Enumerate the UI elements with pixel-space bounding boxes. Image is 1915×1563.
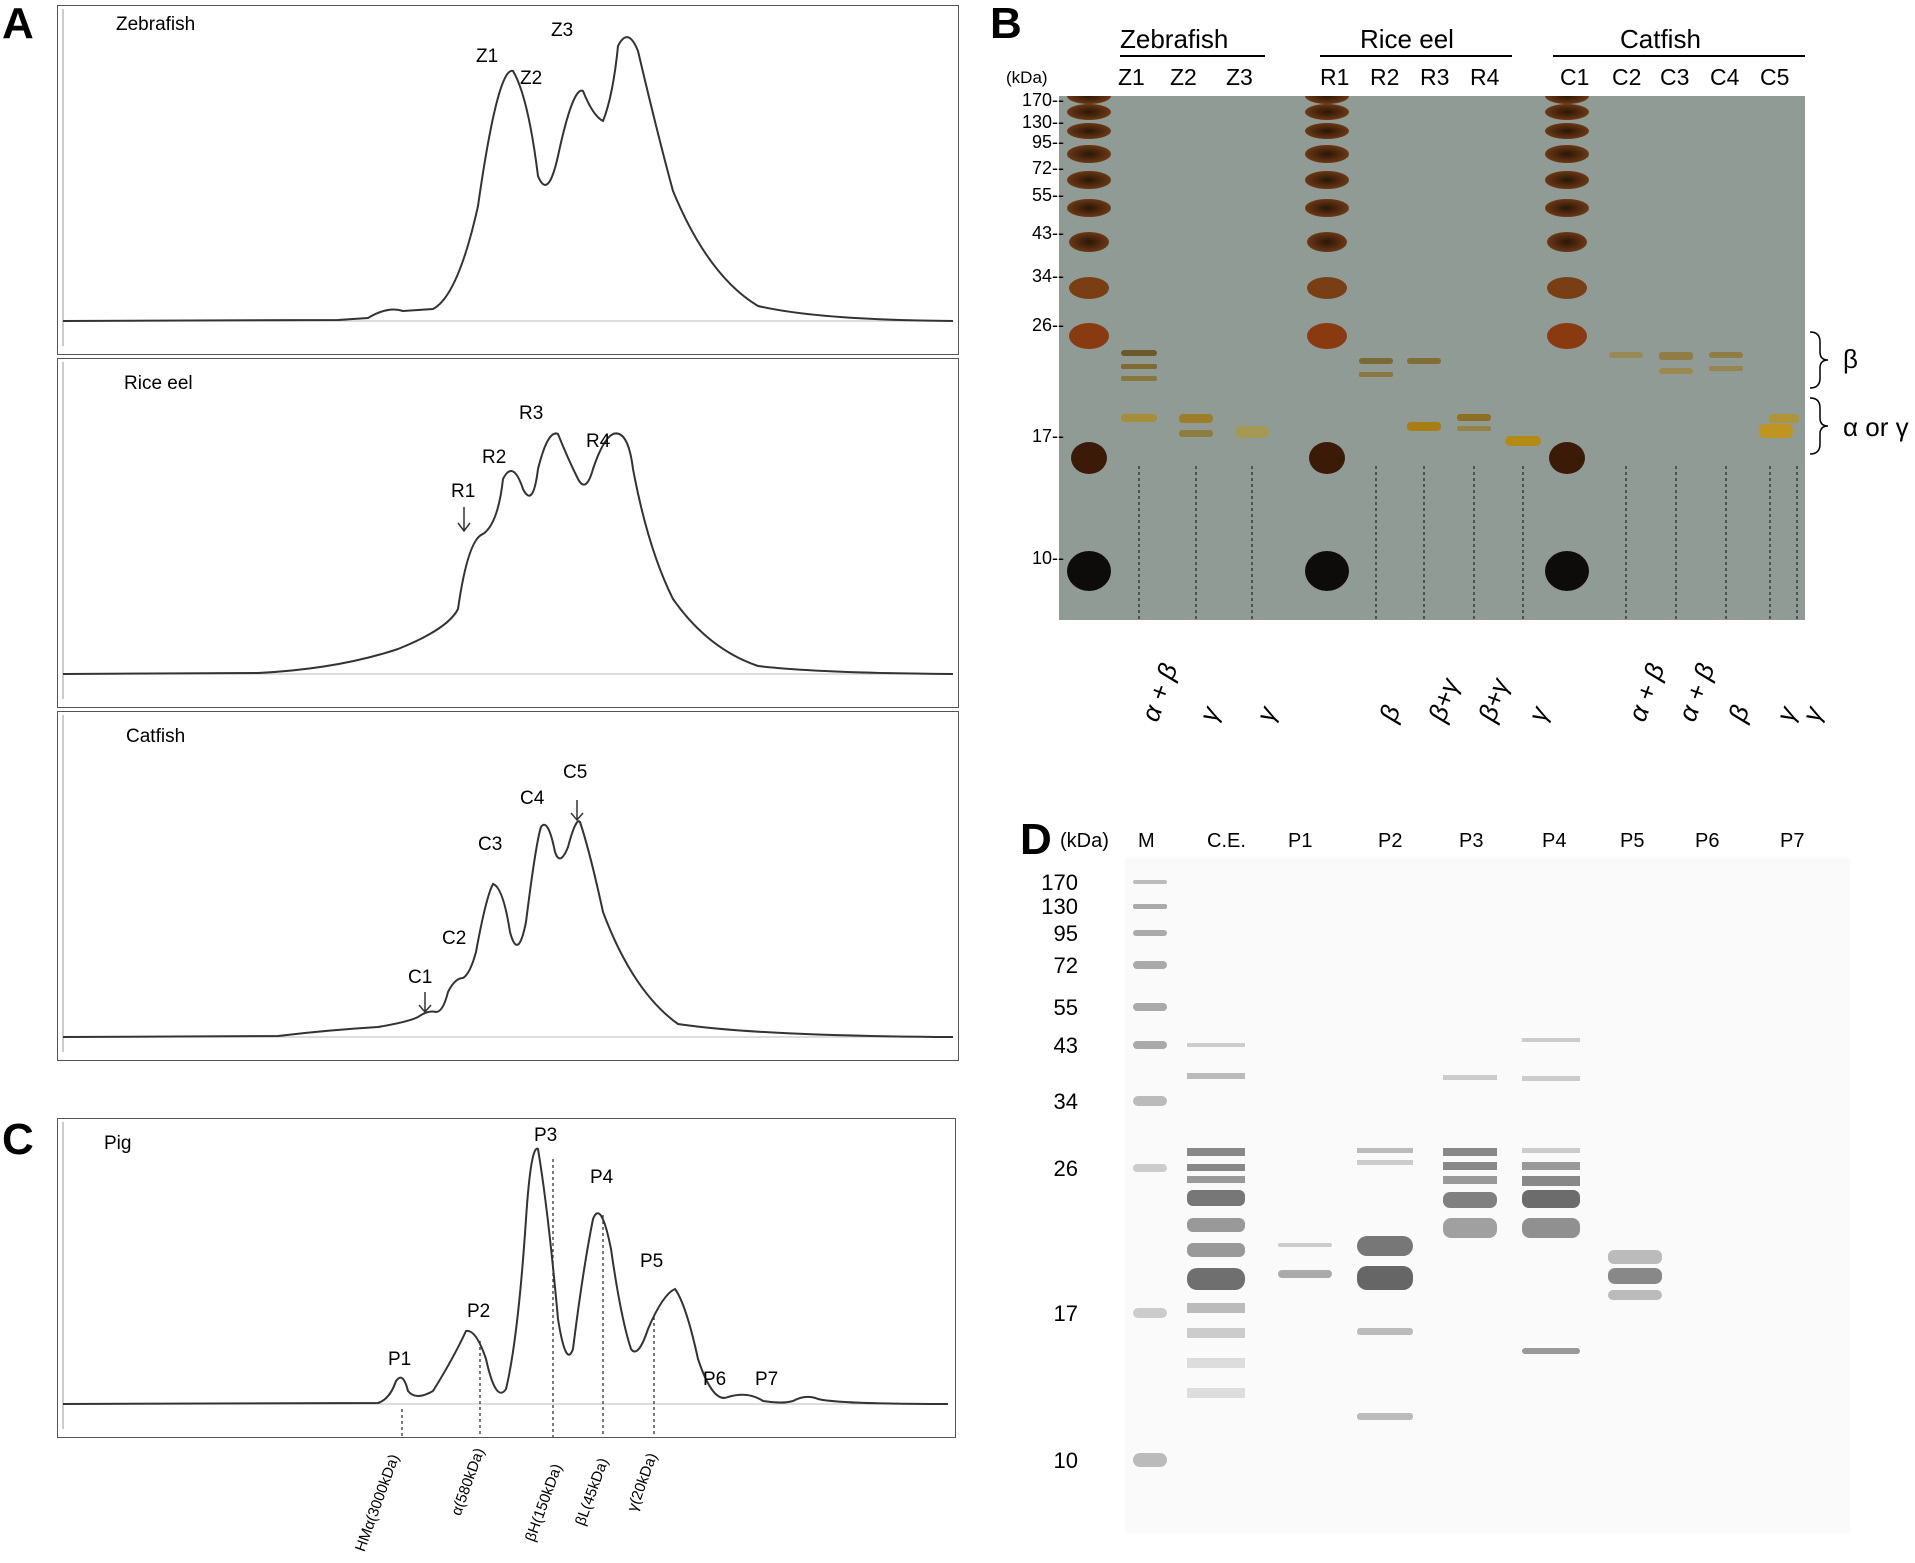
chromatogram-rice-eel: Rice eel R1 R2 R3 R4 [57,358,959,708]
kda-label: (kDa) [1006,68,1048,87]
mw-marker: 130-- [1021,112,1064,132]
mw-marker: 10-- [1031,548,1064,568]
lane-label: P7 [1780,830,1805,852]
lane-label: P6 [1695,830,1720,852]
lane-label: C4 [1710,64,1740,90]
lane-label: C2 [1612,64,1642,90]
mw-marker: 170 [1041,870,1078,895]
lane-label: P3 [1459,830,1484,852]
chromatogram-zebrafish: Zebrafish Z1 Z2 Z3 [57,5,959,355]
mw-marker: 17 [1053,1301,1078,1326]
peak-label: P6 [703,1369,727,1390]
peak-label: C5 [563,762,588,783]
lane-label: C1 [1560,64,1590,90]
lane-label: M [1138,830,1155,852]
group-label: Rice eel [1360,24,1454,54]
lane-label: Z1 [1118,64,1145,90]
mw-marker: 17-- [1031,426,1064,446]
lane-label: P1 [1288,830,1313,852]
peak-label: R1 [451,481,476,502]
chromatogram-catfish: Catfish C1 C2 C3 C4 C5 [57,711,959,1061]
marker-lane-d [1133,880,1167,1467]
peak-label: P4 [590,1167,614,1188]
species-label: Zebrafish [116,14,196,35]
lane-label: C.E. [1207,830,1246,852]
mw-marker: 95 [1053,921,1078,946]
chromatogram-pig: Pig P1 P2 P3 P4 P5 P6 P7 [57,1118,956,1438]
species-label: Rice eel [124,373,193,394]
peak-label: P1 [388,1349,412,1370]
lane-label: P4 [1542,830,1567,852]
mw-marker: 26-- [1031,315,1064,335]
lane-label: R3 [1420,64,1450,90]
bracket-icons [1809,331,1829,455]
species-label: Catfish [126,726,186,747]
mw-marker: 170-- [1021,90,1064,110]
lane-label: R4 [1470,64,1500,90]
lane-label: P5 [1620,830,1645,852]
mw-marker: 26 [1053,1156,1078,1181]
peak-label: Z3 [551,20,574,41]
gel-b [1059,88,1805,620]
lane-label: C5 [1760,64,1790,90]
species-label: Pig [104,1133,132,1154]
ce-lane-d [1187,1043,1245,1398]
peak-label: P7 [755,1369,779,1390]
trace-pig [62,1147,949,1405]
panel-letter-b: B [990,0,1022,48]
peak-label: Z1 [476,46,499,67]
peak-label: P3 [534,1125,558,1146]
panel-letter-d: D [1020,815,1052,864]
peak-label: C1 [408,967,433,988]
peak-label: R2 [482,447,507,468]
group-label: Catfish [1620,24,1701,54]
mw-marker: 10 [1053,1448,1078,1473]
mw-marker: 34-- [1031,266,1064,286]
mw-marker: 43-- [1031,223,1064,243]
ladder-lanes [1067,88,1589,591]
trace-rice-eel [62,432,954,675]
bracket-beta-label: β [1843,344,1858,374]
lane-label: Z2 [1170,64,1197,90]
mw-marker: 55 [1053,995,1078,1020]
bracket-alpha-gamma-label: α or γ [1843,412,1909,442]
peak-label: R4 [586,431,611,452]
gel-d [1075,858,1850,1533]
peak-label: R3 [519,403,544,424]
sample-bands [1121,350,1799,446]
peak-label: C2 [442,928,467,949]
mw-marker: 43 [1053,1033,1078,1058]
trace-zebrafish [62,36,954,322]
trace-catfish [62,820,954,1038]
lane-label: R2 [1370,64,1400,90]
peak-label: P5 [640,1251,664,1272]
mw-marker: 55-- [1031,185,1064,205]
peak-label: C3 [478,834,503,855]
mw-marker: 72 [1053,953,1078,978]
panel-letter-c: C [2,1115,34,1164]
lane-label: P2 [1378,830,1403,852]
kda-label-d: (kDa) [1060,830,1109,852]
peak-label: C4 [520,788,545,809]
peak-label: Z2 [520,68,543,89]
mw-marker: 95-- [1031,132,1064,152]
panel-letter-a: A [2,0,34,48]
mw-marker: 72-- [1031,158,1064,178]
peak-label: P2 [467,1301,491,1322]
lane-label: C3 [1660,64,1690,90]
mw-marker: 34 [1053,1089,1078,1114]
lane-label: Z3 [1226,64,1253,90]
mw-marker: 130 [1041,894,1078,919]
lane-label: R1 [1320,64,1350,90]
group-label: Zebrafish [1120,24,1229,54]
